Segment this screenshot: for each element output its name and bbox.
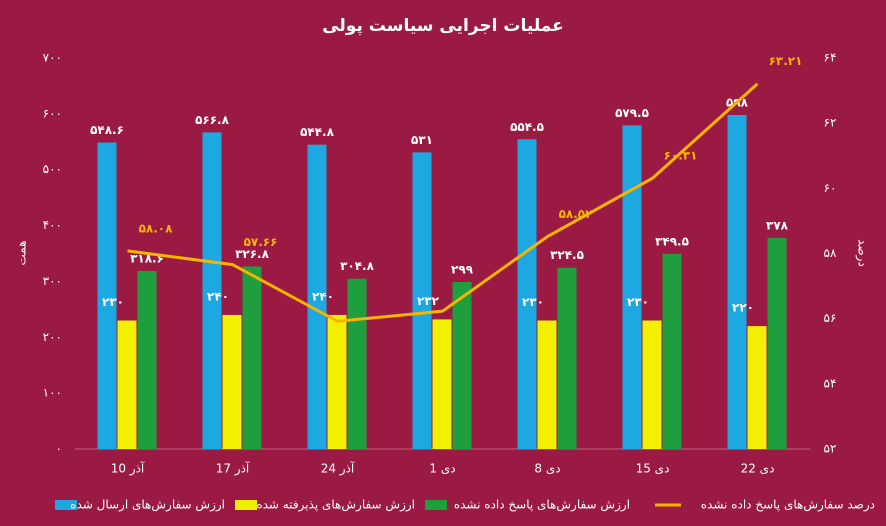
data-label: ۳۷۸ (766, 218, 789, 232)
y-tick-label: ۷۰۰ (43, 51, 62, 65)
data-label: ۲۴۰ (207, 289, 229, 303)
y-tick-label: ۵۰۰ (43, 162, 62, 176)
legend-label: درصد سفارش‌های پاسخ داده نشده (701, 498, 875, 513)
line-label: ۶۳.۲۱ (769, 54, 803, 68)
x-tick-label: 22 دی (741, 462, 775, 476)
bar (452, 281, 472, 449)
y2-tick-label: ۵۶ (824, 311, 837, 325)
data-label: ۲۳۲ (417, 294, 440, 308)
data-label: ۳۲۴.۵ (550, 248, 584, 262)
bar (662, 253, 682, 449)
y2-tick-label: ۶۲ (824, 116, 837, 130)
y-tick-label: ۱۰۰ (43, 386, 62, 400)
data-label: ۵۶۶.۸ (195, 113, 230, 127)
bar (622, 125, 642, 449)
data-label: ۵۴۸.۶ (90, 123, 124, 137)
bar (242, 266, 262, 449)
data-label: ۵۳۱ (411, 133, 433, 147)
bar (137, 271, 157, 449)
data-label: ۲۳۰ (522, 295, 544, 309)
bar (767, 237, 787, 449)
line-label: ۵۸.۰۸ (139, 221, 174, 235)
bar (517, 139, 537, 449)
y2-tick-label: ۵۴ (824, 376, 837, 390)
data-label: ۳۰۴.۸ (340, 259, 375, 273)
bar (222, 314, 242, 449)
x-tick-label: 15 دی (636, 462, 670, 476)
data-label: ۳۴۹.۵ (655, 234, 689, 248)
y-tick-label: ۴۰۰ (43, 218, 62, 232)
line-label: ۵۸.۵۲ (559, 207, 594, 221)
bar (557, 267, 577, 449)
y2-tick-label: ۶۰ (824, 181, 837, 195)
data-label: ۵۵۴.۵ (510, 120, 544, 134)
y-axis-label: همت (15, 240, 29, 265)
bar (727, 114, 747, 449)
y-tick-label: ۰ (56, 442, 62, 456)
y-tick-label: ۳۰۰ (43, 274, 62, 288)
data-label: ۲۴۰ (312, 289, 334, 303)
data-label: ۲۳۰ (627, 295, 649, 309)
y2-tick-label: ۵۸ (824, 246, 837, 260)
bar (327, 314, 347, 449)
bar (537, 320, 557, 449)
legend-swatch (55, 500, 77, 510)
bar (747, 326, 767, 449)
data-label: ۲۳۰ (102, 295, 124, 309)
x-tick-label: 1 دی (429, 462, 455, 476)
y2-tick-label: ۵۲ (824, 442, 837, 456)
bar (307, 144, 327, 449)
x-tick-label: 8 دی (534, 462, 560, 476)
line-label: ۶۰.۳۱ (664, 149, 698, 163)
bar (202, 132, 222, 449)
y2-tick-label: ۶۴ (824, 51, 837, 65)
data-label: ۵۷۹.۵ (615, 106, 649, 120)
y-tick-label: ۲۰۰ (43, 330, 62, 344)
data-label: ۳۲۶.۸ (235, 247, 270, 261)
x-tick-label: 24 آذر (321, 461, 355, 477)
bar (642, 320, 662, 449)
chart-title: عملیات اجرایی سیاست پولی (322, 16, 564, 36)
x-tick-label: 17 آذر (216, 461, 250, 477)
line-label: ۵۷.۶۶ (244, 235, 278, 249)
y-tick-label: ۶۰۰ (43, 106, 62, 120)
legend-label: ارزش سفارش‌های پذیرفته شده (256, 498, 415, 513)
x-tick-label: 10 آذر (111, 461, 145, 477)
bar (347, 278, 367, 449)
legend-swatch (235, 500, 257, 510)
bar (412, 152, 432, 450)
bar (432, 319, 452, 449)
bar (97, 142, 117, 449)
legend-label: ارزش سفارش‌های ارسال شده (70, 498, 225, 513)
data-label: ۲۲۰ (732, 301, 754, 315)
legend-swatch (425, 500, 447, 510)
legend-label: ارزش سفارش‌های پاسخ داده نشده (454, 498, 630, 513)
data-label: ۵۴۴.۸ (300, 125, 335, 139)
data-label: ۲۹۹ (451, 262, 474, 276)
y2-axis-label: درصد (855, 239, 870, 267)
bar (117, 320, 137, 449)
line (127, 82, 759, 323)
